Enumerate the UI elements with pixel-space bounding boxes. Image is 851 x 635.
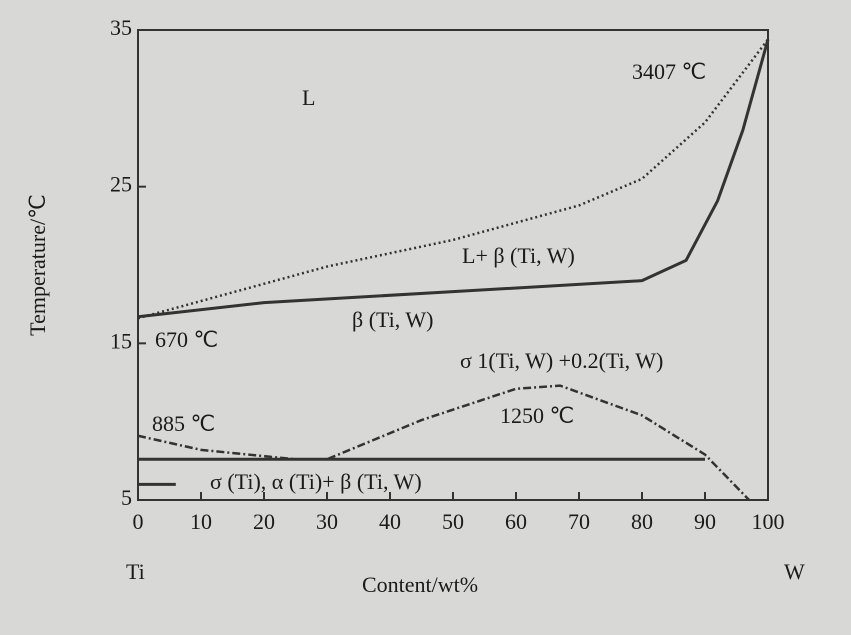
x-tick-label: 100 <box>752 509 785 534</box>
curve <box>137 38 769 320</box>
x-tick-label: 10 <box>190 509 212 534</box>
annotation: 3407 ℃ <box>632 59 706 84</box>
y-tick-label: 25 <box>110 172 132 197</box>
annotation: L+ β (Ti, W) <box>462 243 575 268</box>
x-tick-label: 70 <box>568 509 590 534</box>
x-tick-label: 80 <box>631 509 653 534</box>
y-axis-label: Temperature/℃ <box>25 194 50 336</box>
x-tick-label: 0 <box>133 509 144 534</box>
y-tick-label: 15 <box>110 328 132 353</box>
annotation: Ti <box>126 559 145 584</box>
y-tick-label: 35 <box>110 15 132 40</box>
annotation: W <box>784 559 805 584</box>
annotation: 885 ℃ <box>152 411 215 436</box>
x-axis-label: Content/wt% <box>362 572 478 597</box>
x-tick-label: 90 <box>694 509 716 534</box>
annotation: σ (Ti), α (Ti)+ β (Ti, W) <box>210 469 422 494</box>
annotation: 670 ℃ <box>155 327 218 352</box>
x-tick-label: 30 <box>316 509 338 534</box>
annotation: L <box>302 85 315 110</box>
curve <box>137 384 750 501</box>
annotation: 1250 ℃ <box>500 403 574 428</box>
y-tick-label: 5 <box>121 485 132 510</box>
annotation: σ 1(Ti, W) +0.2(Ti, W) <box>460 348 663 373</box>
x-tick-label: 50 <box>442 509 464 534</box>
x-tick-label: 40 <box>379 509 401 534</box>
x-tick-label: 20 <box>253 509 275 534</box>
annotation: β (Ti, W) <box>352 307 434 332</box>
curve <box>137 38 770 319</box>
x-tick-label: 60 <box>505 509 527 534</box>
